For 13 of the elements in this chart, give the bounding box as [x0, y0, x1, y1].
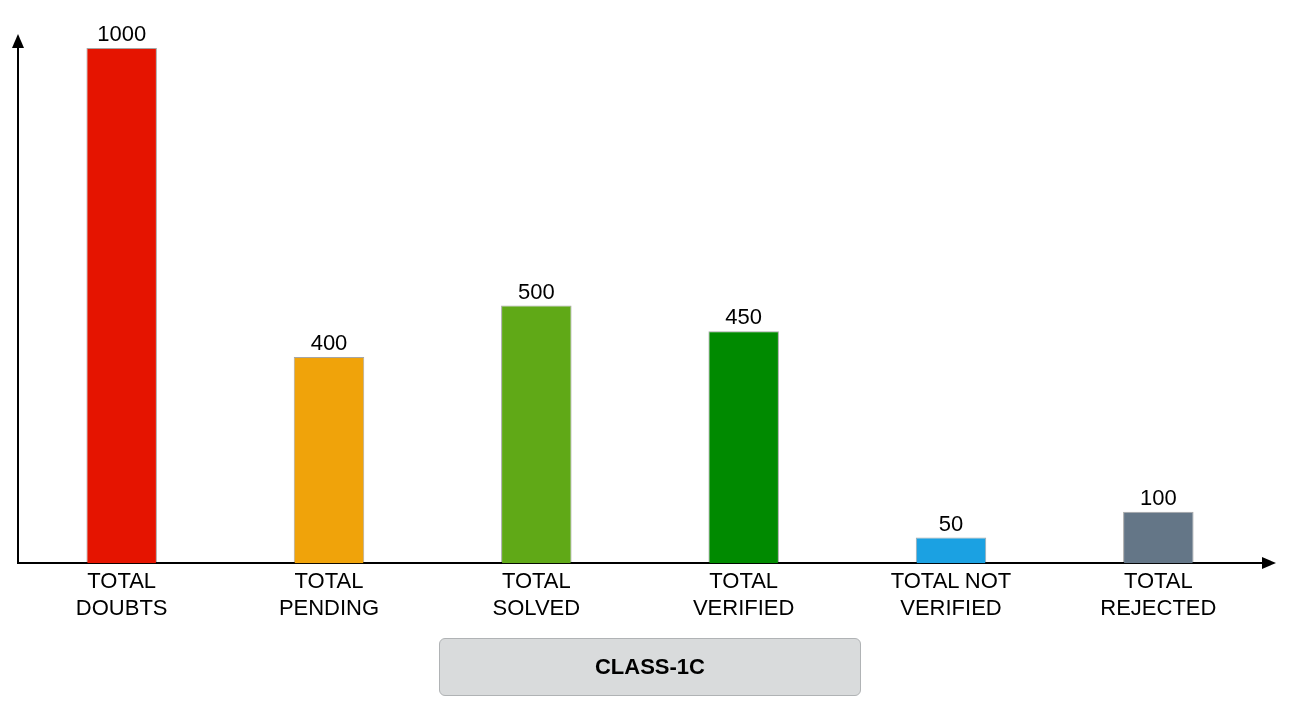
data-label: 100 — [1139, 484, 1177, 510]
x-tick-label: TOTAL SOLVED — [492, 568, 581, 620]
data-label: 400 — [310, 330, 348, 356]
x-tick-label: TOTAL DOUBTS — [75, 568, 168, 620]
text: CLASS-1C — [439, 638, 861, 696]
data-label: 50 — [938, 510, 964, 536]
x-tick-label: TOTAL PENDING — [278, 568, 380, 620]
x-tick-label: TOTAL NOT VERIFIED — [890, 568, 1012, 620]
x-tick-label: TOTAL VERIFIED — [692, 568, 795, 620]
data-label: 500 — [517, 278, 555, 304]
data-label: 1000 — [97, 21, 147, 47]
data-label: 450 — [725, 304, 763, 330]
x-tick-label: TOTAL REJECTED — [1100, 568, 1217, 620]
